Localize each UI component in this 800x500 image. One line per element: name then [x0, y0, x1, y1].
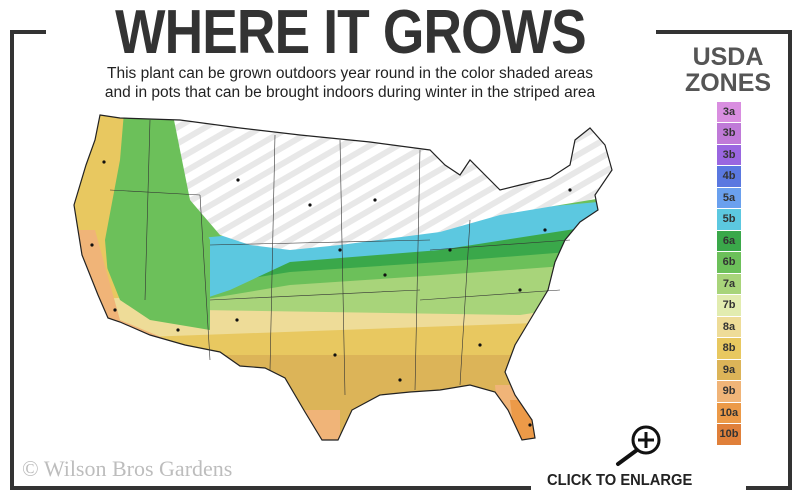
legend-zone-6a: 6a: [717, 230, 741, 252]
legend-zone-7a: 7a: [717, 273, 741, 295]
us-outline: [73, 114, 613, 441]
subtitle: This plant can be grown outdoors year ro…: [40, 64, 660, 102]
legend-zone-5b: 5b: [717, 209, 741, 230]
zone-10a-florida: [510, 400, 540, 440]
legend-zone-9b: 9b: [717, 381, 741, 402]
subtitle-line: This plant can be grown outdoors year ro…: [107, 65, 593, 82]
legend-zone-6b: 6b: [717, 252, 741, 273]
legend-zone-9a: 9a: [717, 359, 741, 381]
legend-zone-8b: 8b: [717, 338, 741, 359]
legend-zone-7b: 7b: [717, 295, 741, 316]
zone-legend: 3a 3b 3b 4b 5a 5b 6a 6b 7a 7b 8a 8b 9a 9b 10a 10b: [717, 102, 741, 446]
frame-right: [788, 30, 792, 490]
legend-zone-3b: 3b: [717, 123, 741, 144]
subtitle-line: and in pots that can be brought indoors …: [104, 84, 596, 101]
enlarge-gap: [531, 460, 746, 500]
legend-zone-5a: 5a: [717, 187, 741, 209]
city-dots: [90, 160, 572, 427]
legend-zone-8a: 8a: [717, 316, 741, 338]
page-title: WHERE IT GROWS: [115, 0, 587, 67]
zone-7a-area: [200, 255, 612, 315]
click-to-enlarge-button[interactable]: CLICK TO ENLARGE: [547, 472, 693, 489]
zone-5b-area: [200, 200, 612, 300]
legend-title: USDA ZONES: [676, 44, 780, 96]
legend-title-line: USDA: [692, 43, 764, 71]
frame-bottom: [10, 486, 792, 490]
legend-title-line: ZONES: [684, 69, 772, 97]
legend-zone-4b: 4b: [717, 166, 741, 187]
frame-left: [10, 30, 14, 490]
zone-9b-texas: [300, 410, 340, 440]
legend-zone-10a: 10a: [717, 402, 741, 424]
usda-zone-map[interactable]: [60, 100, 620, 450]
legend-zone-3b: 3b: [717, 144, 741, 166]
copyright: © Wilson Bros Gardens: [22, 456, 233, 481]
legend-zone-3a: 3a: [717, 102, 741, 123]
frame-top-left: [10, 30, 46, 34]
frame-top-right: [656, 30, 792, 34]
state-borders: [109, 119, 571, 396]
legend-zone-10b: 10b: [717, 424, 741, 445]
zoom-in-icon[interactable]: [610, 422, 666, 468]
